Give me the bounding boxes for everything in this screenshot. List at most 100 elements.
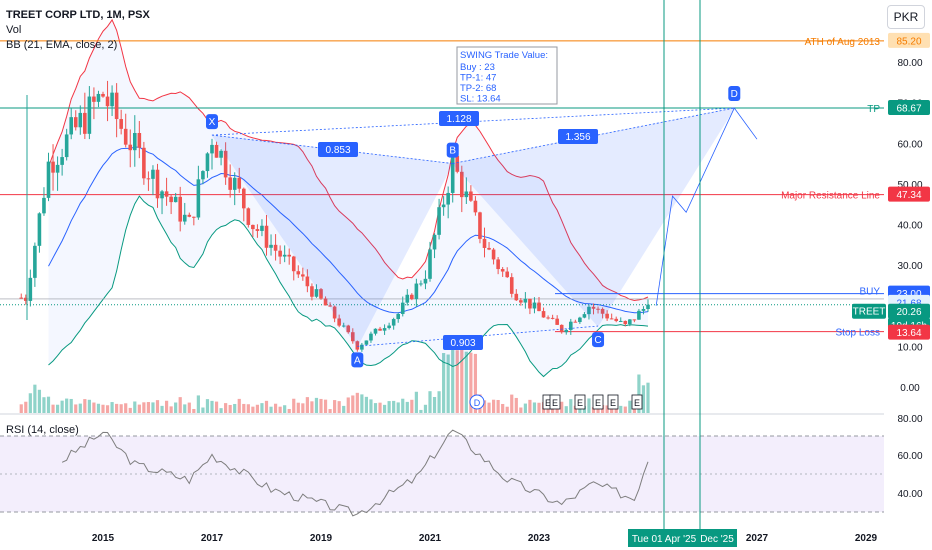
- volume-bar: [442, 353, 446, 413]
- candle-body: [101, 93, 105, 97]
- trade-box-line: TP-1: 47: [460, 73, 496, 84]
- resistance-price-badge: 47.34: [896, 190, 921, 201]
- volume-bar: [105, 405, 110, 413]
- volume-bar: [510, 394, 514, 413]
- volume-bar: [183, 404, 187, 413]
- volume-bar: [278, 406, 282, 413]
- candle-body: [55, 164, 60, 173]
- bb-legend[interactable]: BB (21, EMA, close, 2): [6, 39, 118, 51]
- candle-body: [614, 318, 619, 322]
- tp-label: TP: [867, 104, 880, 115]
- candle-body: [446, 192, 450, 205]
- candle-body: [169, 196, 173, 203]
- candle-body: [478, 212, 482, 239]
- volume-bar: [169, 406, 173, 413]
- volume-bar: [255, 404, 260, 413]
- volume-bar: [360, 394, 364, 413]
- volume-bar: [237, 398, 241, 413]
- volume-bar: [582, 406, 587, 413]
- volume-bar: [637, 374, 641, 413]
- volume-bar: [305, 397, 309, 413]
- volume-bar: [214, 401, 219, 413]
- volume-bar: [569, 399, 573, 413]
- candle-body: [155, 169, 160, 199]
- target-date-badge: [697, 529, 737, 547]
- candle-body: [196, 179, 201, 218]
- volume-bar: [323, 399, 328, 413]
- ratio-ac: 0.903: [450, 338, 475, 349]
- candle-body: [246, 208, 251, 225]
- candle-body: [609, 318, 614, 320]
- volume-bar: [242, 403, 246, 413]
- candle-body: [291, 256, 296, 272]
- volume-bar: [60, 400, 64, 413]
- candle-body: [232, 177, 237, 190]
- candle-body: [210, 144, 214, 154]
- target-date-label: Dec '25: [700, 534, 734, 545]
- ath-label: ATH of Aug 2013: [805, 37, 881, 48]
- volume-bar: [351, 395, 355, 413]
- ath-price-badge: 85.20: [896, 36, 921, 47]
- candle-body: [214, 144, 219, 158]
- earnings-marker: [549, 394, 561, 410]
- volume-bar: [155, 400, 160, 413]
- candle-body: [523, 298, 528, 303]
- candle-body: [432, 234, 437, 250]
- candle-body: [237, 177, 242, 189]
- earnings-marker-label: E: [577, 398, 583, 408]
- volume-bar: [373, 403, 378, 413]
- volume-bar: [160, 405, 164, 413]
- volume-bar: [369, 399, 373, 413]
- candle-body: [187, 214, 192, 217]
- price-levels: ATH of Aug 2013 TP Major Resistance Line BU…: [0, 37, 884, 339]
- earnings-marker: [631, 394, 643, 410]
- candle-body: [568, 321, 573, 330]
- candle-body: [46, 161, 51, 198]
- candle-body: [201, 171, 205, 180]
- ratio-ac-badge: [443, 335, 483, 350]
- volume-bar: [46, 396, 51, 413]
- volume-bar: [619, 405, 623, 413]
- candle-body: [605, 313, 609, 319]
- candle-body: [137, 133, 142, 148]
- volume-bar: [392, 400, 396, 413]
- candle-body: [282, 254, 287, 257]
- volume-bar: [187, 402, 191, 413]
- volume-bar: [537, 402, 541, 413]
- candle-body: [178, 196, 183, 222]
- candle-body: [618, 320, 623, 322]
- volume-bar: [78, 403, 82, 413]
- volume-bar: [301, 403, 305, 413]
- candle-body: [305, 276, 310, 287]
- volume-legend[interactable]: Vol: [6, 24, 22, 36]
- candlestick-series: [19, 80, 650, 352]
- candle-body: [555, 318, 559, 325]
- candle-body: [64, 134, 69, 158]
- price-tick-label: 50.00: [897, 180, 922, 191]
- volume-bar: [414, 391, 418, 413]
- candle-body: [509, 277, 514, 294]
- volume-bar: [564, 406, 568, 413]
- ratio-xd-badge: [439, 111, 479, 126]
- volume-bar: [437, 391, 441, 413]
- stop-loss-price-badge: 13.64: [896, 328, 921, 339]
- candle-body: [532, 302, 537, 309]
- candle-body: [251, 224, 255, 230]
- ath-price-badge-badge: [888, 32, 930, 48]
- candle-body: [42, 197, 46, 214]
- volume-bar: [224, 403, 228, 413]
- cursor-date-badge: [628, 529, 700, 547]
- volume-bar: [142, 402, 146, 413]
- volume-bar: [55, 404, 60, 413]
- candle-body: [96, 93, 101, 102]
- currency-button[interactable]: PKR: [887, 5, 925, 29]
- candle-body: [241, 188, 246, 209]
- rsi-legend[interactable]: RSI (14, close): [6, 424, 79, 436]
- symbol-title[interactable]: TREET CORP LTD, 1M, PSX: [6, 9, 150, 21]
- volume-bar: [405, 401, 409, 413]
- volume-bar: [83, 399, 87, 413]
- resistance-label: Major Resistance Line: [781, 191, 880, 202]
- candle-body: [264, 225, 269, 248]
- volume-bar: [546, 407, 550, 413]
